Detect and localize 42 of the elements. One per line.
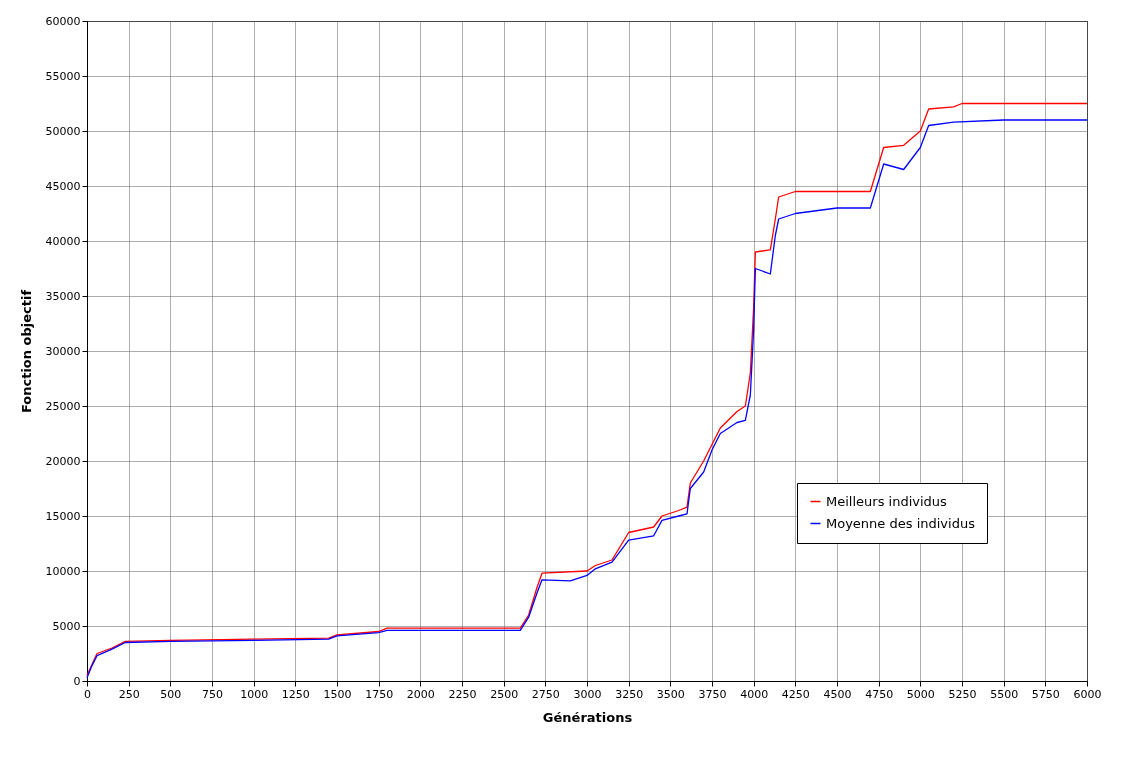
y-tick-label: 15000: [45, 509, 81, 523]
y-tick-label: 55000: [45, 69, 81, 83]
y-tick-label: 5000: [52, 619, 81, 633]
y-tick-label: 0: [73, 674, 81, 688]
legend-label: Meilleurs individus: [826, 493, 948, 509]
y-tick-label: 40000: [45, 234, 81, 248]
x-tick-label: 500: [160, 687, 182, 701]
x-tick-label: 4000: [740, 687, 769, 701]
x-tick-label: 3250: [615, 687, 644, 701]
x-tick-label: 1500: [323, 687, 352, 701]
x-tick-label: 4750: [865, 687, 894, 701]
x-tick-label: 2000: [406, 687, 435, 701]
x-tick-label: 2500: [490, 687, 519, 701]
x-tick-label: 1000: [240, 687, 269, 701]
y-tick-label: 60000: [45, 14, 81, 28]
y-tick-label: 45000: [45, 179, 81, 193]
x-tick-label: 4500: [823, 687, 852, 701]
x-tick-label: 2250: [448, 687, 477, 701]
x-tick-label: 1250: [281, 687, 310, 701]
x-tick-label: 6000: [1073, 687, 1102, 701]
y-tick-label: 10000: [45, 564, 81, 578]
y-tick-label: 35000: [45, 289, 81, 303]
y-tick-label: 30000: [45, 344, 81, 358]
y-tick-label: 20000: [45, 454, 81, 468]
y-tick-label: 50000: [45, 124, 81, 138]
x-tick-label: 3750: [698, 687, 727, 701]
y-tick-label: 25000: [45, 399, 81, 413]
x-tick-label: 5000: [906, 687, 935, 701]
y-axis-title: Fonction objectif: [18, 289, 34, 414]
x-tick-label: 2750: [531, 687, 560, 701]
x-tick-label: 750: [202, 687, 223, 701]
x-tick-label: 3500: [656, 687, 685, 701]
x-tick-label: 5500: [990, 687, 1019, 701]
x-tick-label: 5750: [1031, 687, 1060, 701]
x-tick-label: 0: [84, 687, 91, 701]
x-tick-label: 5250: [948, 687, 977, 701]
x-tick-label: 4250: [781, 687, 810, 701]
x-axis-title: Générations: [542, 709, 633, 725]
legend-label: Moyenne des individus: [826, 515, 976, 531]
x-tick-label: 1750: [365, 687, 394, 701]
x-tick-label: 3000: [573, 687, 602, 701]
x-tick-label: 250: [118, 687, 140, 701]
